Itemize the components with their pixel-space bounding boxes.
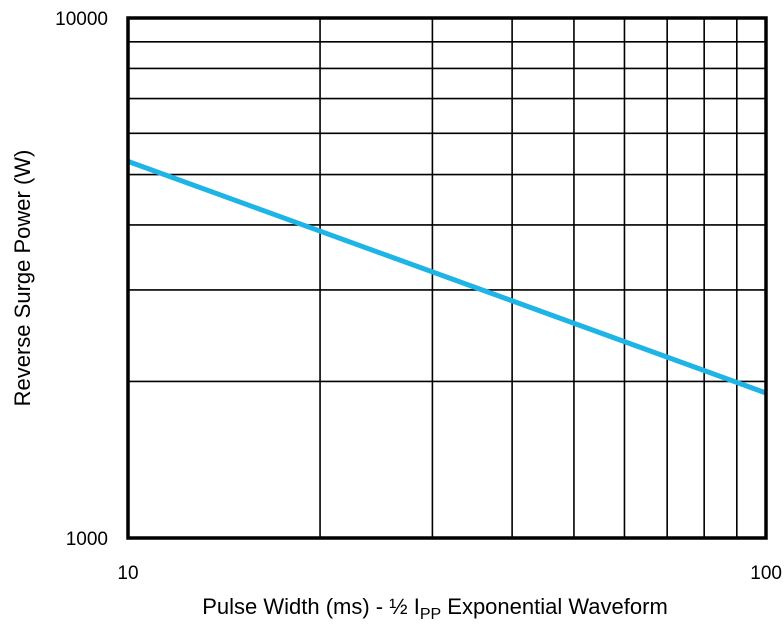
- plot-frame: [126, 16, 768, 540]
- series-group: [127, 159, 767, 396]
- y-tick-label-10000: 10000: [55, 9, 108, 30]
- series-line-1: [127, 159, 767, 396]
- y-tick-label-1000: 1000: [66, 529, 108, 550]
- x-tick-label-10: 10: [117, 563, 138, 584]
- x-tick-label-100: 100: [750, 563, 782, 584]
- x-axis-title: Pulse Width (ms) - ½ IPP Exponential Wav…: [202, 594, 668, 623]
- x-axis-title-suffix: Exponential Waveform: [441, 594, 668, 619]
- tick-labels: 1000 10000 10 100: [55, 9, 782, 584]
- y-axis-title: Reverse Surge Power (W): [10, 150, 35, 407]
- x-axis-title-subscript: PP: [420, 606, 441, 623]
- x-axis-title-main: Pulse Width (ms) - ½ I: [202, 594, 420, 619]
- grid-lines: [128, 18, 766, 538]
